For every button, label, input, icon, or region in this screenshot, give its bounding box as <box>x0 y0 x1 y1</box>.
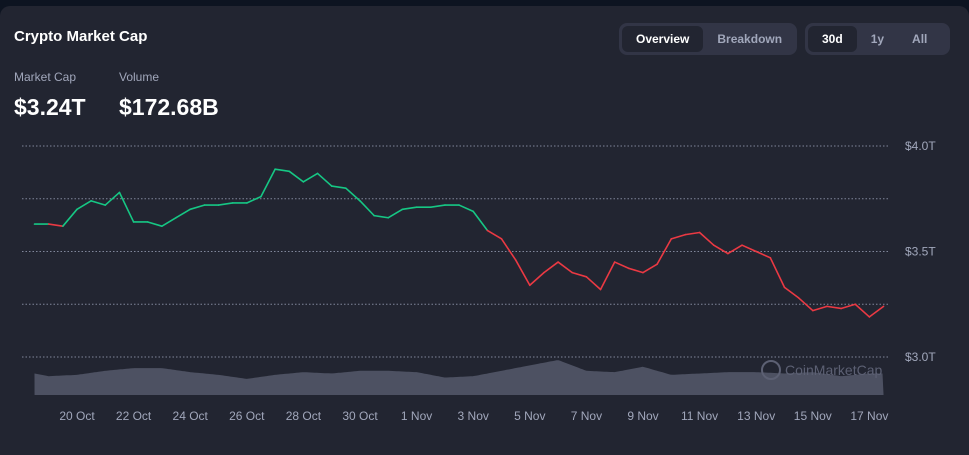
market-cap-line-segment <box>104 191 121 206</box>
tab-overview[interactable]: Overview <box>622 26 704 52</box>
watermark: CoinMarketCap <box>785 362 882 378</box>
x-tick-label: 3 Nov <box>458 409 489 423</box>
market-cap-line-segment <box>118 191 135 223</box>
market-cap-line-segment <box>47 223 64 227</box>
market-cap-line-segment <box>246 195 262 204</box>
x-tick-label: 7 Nov <box>571 409 602 423</box>
market-cap-line-segment <box>175 208 191 219</box>
x-tick-label: 17 Nov <box>850 409 888 423</box>
market-cap-line-segment <box>189 204 206 211</box>
x-tick-label: 5 Nov <box>514 409 545 423</box>
view-toggle: Overview Breakdown <box>619 23 797 55</box>
coinmarketcap-logo-icon <box>761 360 781 380</box>
range-all[interactable]: All <box>912 32 928 46</box>
market-cap-line-segment <box>288 170 305 183</box>
x-tick-label: 28 Oct <box>286 409 322 423</box>
market-cap-line-segment <box>670 233 687 240</box>
market-cap-line-segment <box>797 297 814 312</box>
x-tick-label: 20 Oct <box>59 409 95 423</box>
market-cap-line-segment <box>316 172 333 187</box>
range-toggle: 30d 1y All <box>805 23 950 55</box>
market-cap-line-segment <box>373 214 390 219</box>
market-cap-line-segment <box>345 187 361 202</box>
market-cap-line-segment <box>528 271 545 287</box>
market-cap-line-segment <box>684 231 701 236</box>
market-cap-line-segment <box>274 168 291 173</box>
market-cap-line-segment <box>62 208 78 227</box>
market-cap-line-segment <box>741 244 758 253</box>
market-cap-line-segment <box>656 238 673 265</box>
x-tick-label: 9 Nov <box>627 409 658 423</box>
market-cap-line-segment <box>330 185 347 189</box>
market-cap-line-segment <box>486 229 503 240</box>
x-tick-label: 24 Oct <box>173 409 209 423</box>
x-tick-label: 11 Nov <box>681 409 718 423</box>
range-1y[interactable]: 1y <box>870 32 885 46</box>
market-cap-line-segment <box>514 259 531 287</box>
market-cap-line-segment <box>783 286 800 299</box>
x-tick-label: 22 Oct <box>116 409 152 423</box>
market-cap-line-segment <box>769 257 786 289</box>
market-cap-line-segment <box>727 244 743 255</box>
market-cap-line-segment <box>698 231 715 246</box>
x-tick-label: 30 Oct <box>342 409 378 423</box>
tab-breakdown[interactable]: Breakdown <box>717 32 783 46</box>
market-cap-line-segment <box>217 202 234 206</box>
market-cap-line-segment <box>811 305 828 312</box>
x-tick-label: 26 Oct <box>229 409 265 423</box>
range-30d[interactable]: 30d <box>808 26 857 52</box>
y-tick-label: $3.0T <box>905 350 936 364</box>
market-cap-line-segment <box>387 208 404 219</box>
volume-value: $172.68B <box>119 94 219 120</box>
market-cap-line-segment <box>599 261 616 291</box>
market-cap-line-segment <box>628 267 644 274</box>
y-tick-label: $4.0T <box>905 139 936 153</box>
market-cap-line-segment <box>642 263 658 274</box>
market-cap-line-segment <box>854 303 871 318</box>
market-cap-line-segment <box>260 168 276 198</box>
market-cap-line-segment <box>543 261 559 274</box>
market-cap-line-segment <box>401 206 418 211</box>
market-cap-line-segment <box>90 200 107 206</box>
x-tick-label: 1 Nov <box>401 409 432 423</box>
market-cap-line-segment <box>613 261 630 270</box>
market-cap-line-segment <box>712 244 729 255</box>
market-cap-line-segment <box>472 210 489 232</box>
market-cap-line-segment <box>359 200 375 217</box>
market-cap-line-segment <box>500 238 517 261</box>
market-cap-line-segment <box>302 172 319 183</box>
y-tick-label: $3.5T <box>905 245 936 259</box>
market-cap-line-segment <box>755 250 772 259</box>
market-cap-line-segment <box>76 200 92 211</box>
market-cap-label: Market Cap <box>14 70 77 84</box>
market-cap-value: $3.24T <box>14 94 86 120</box>
market-cap-line-segment <box>826 305 842 310</box>
x-tick-label: 13 Nov <box>737 409 775 423</box>
market-cap-line-segment <box>585 276 602 291</box>
market-cap-line-segment <box>840 303 857 310</box>
market-cap-line-segment <box>458 204 475 213</box>
market-cap-line-segment <box>557 261 574 274</box>
market-cap-line-segment <box>429 204 446 208</box>
x-tick-label: 15 Nov <box>794 409 832 423</box>
market-cap-line-segment <box>571 271 588 278</box>
market-cap-line-segment <box>868 305 885 318</box>
market-cap-line-segment <box>161 216 177 227</box>
page-title: Crypto Market Cap <box>14 28 148 45</box>
market-cap-line-segment <box>146 221 163 227</box>
volume-label: Volume <box>119 70 160 84</box>
volume-area <box>34 360 884 395</box>
